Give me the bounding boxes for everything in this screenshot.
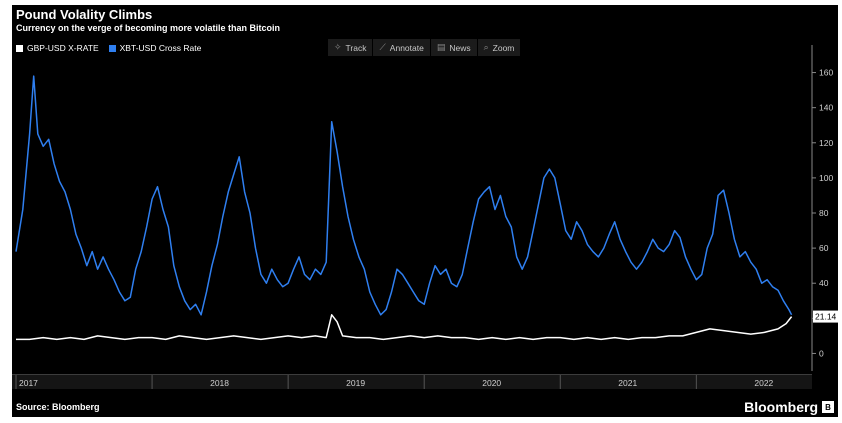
x-tick-label-2022: 2022 <box>754 378 773 388</box>
track-button[interactable]: ✧ Track <box>328 39 373 56</box>
series-line-xbt-usd <box>15 75 793 316</box>
track-icon: ✧ <box>334 42 342 52</box>
bloomberg-logo-icon: B <box>822 401 834 413</box>
legend: GBP-USD X-RATE XBT-USD Cross Rate <box>16 43 201 53</box>
x-tick-label-2018: 2018 <box>210 378 229 388</box>
x-axis-band <box>12 375 812 389</box>
series-line-gbp-usd <box>16 314 793 341</box>
x-tick-label-2019: 2019 <box>346 378 365 388</box>
legend-item-xbt[interactable]: XBT-USD Cross Rate <box>108 43 202 53</box>
source-note: Source: Bloomberg <box>16 402 100 412</box>
chart-subtitle: Currency on the verge of becoming more v… <box>16 23 281 33</box>
chart-panel: Pound Volality Climbs Currency on the ve… <box>12 5 838 417</box>
y-tick-label-40: 40 <box>819 278 829 288</box>
x-tick-label-2020: 2020 <box>482 378 501 388</box>
x-tick-label-2017: 2017 <box>19 378 38 388</box>
line-chart: 0204060801001201401602017201820192020202… <box>12 45 838 389</box>
y-tick-label-160: 160 <box>819 68 833 78</box>
legend-swatch-xbt <box>108 44 116 52</box>
news-label: News <box>449 42 471 53</box>
annotate-icon: ⟋ <box>379 42 386 52</box>
annotate-button[interactable]: ⟋ Annotate <box>373 39 430 56</box>
last-value-label: 21.14 <box>815 312 837 322</box>
news-icon: ▤ <box>436 42 446 52</box>
legend-swatch-gbp <box>16 44 23 52</box>
zoom-label: Zoom <box>492 42 515 53</box>
news-button[interactable]: ▤ News <box>430 39 477 56</box>
y-tick-label-80: 80 <box>819 208 829 218</box>
y-tick-label-60: 60 <box>819 243 829 253</box>
x-tick-label-2021: 2021 <box>618 378 637 388</box>
brand-name: Bloomberg <box>744 399 818 415</box>
legend-label-gbp: GBP-USD X-RATE <box>27 43 99 53</box>
legend-label-xbt: XBT-USD Cross Rate <box>119 43 202 53</box>
last-value-badge <box>813 310 838 323</box>
y-tick-label-120: 120 <box>819 138 833 148</box>
legend-item-gbp[interactable]: GBP-USD X-RATE <box>16 43 99 53</box>
y-tick-label-0: 0 <box>819 348 824 358</box>
chart-toolbar: ✧ Track ⟋ Annotate ▤ News ⌕ Zoom <box>328 39 521 56</box>
annotate-label: Annotate <box>389 42 424 53</box>
y-tick-label-140: 140 <box>819 103 833 113</box>
track-label: Track <box>345 42 367 53</box>
chart-title: Pound Volality Climbs <box>16 7 153 22</box>
y-tick-label-100: 100 <box>819 173 833 183</box>
brand-logo: Bloomberg B <box>744 399 834 415</box>
zoom-button[interactable]: ⌕ Zoom <box>477 39 521 56</box>
zoom-icon: ⌕ <box>483 42 489 52</box>
